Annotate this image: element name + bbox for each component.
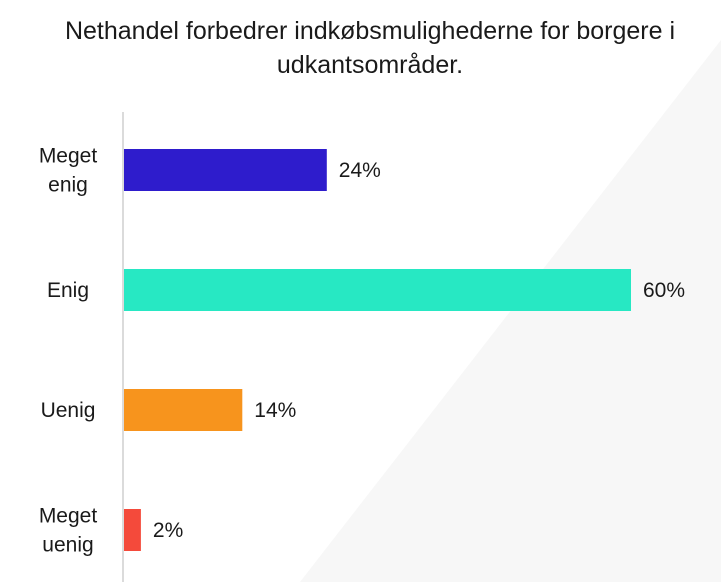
category-label-2: Uenig — [41, 399, 96, 422]
category-label-3: Meget uenig — [39, 505, 98, 557]
value-label-3: 2% — [153, 519, 183, 542]
value-label-0: 24% — [339, 159, 381, 182]
bar-0 — [124, 149, 327, 191]
bars-group: 24% Meget enig 60% Enig 14% Uenig 2% Meget uenig — [39, 145, 685, 557]
bar-2 — [124, 389, 243, 431]
bar-1 — [124, 269, 631, 311]
category-label-1: Enig — [47, 279, 89, 302]
value-label-1: 60% — [643, 279, 685, 302]
chart-title: Nethandel forbedrer indkøbsmulighederne … — [64, 17, 676, 79]
value-label-2: 14% — [254, 399, 296, 422]
category-label-0: Meget enig — [39, 145, 98, 197]
bar-3 — [124, 509, 141, 551]
